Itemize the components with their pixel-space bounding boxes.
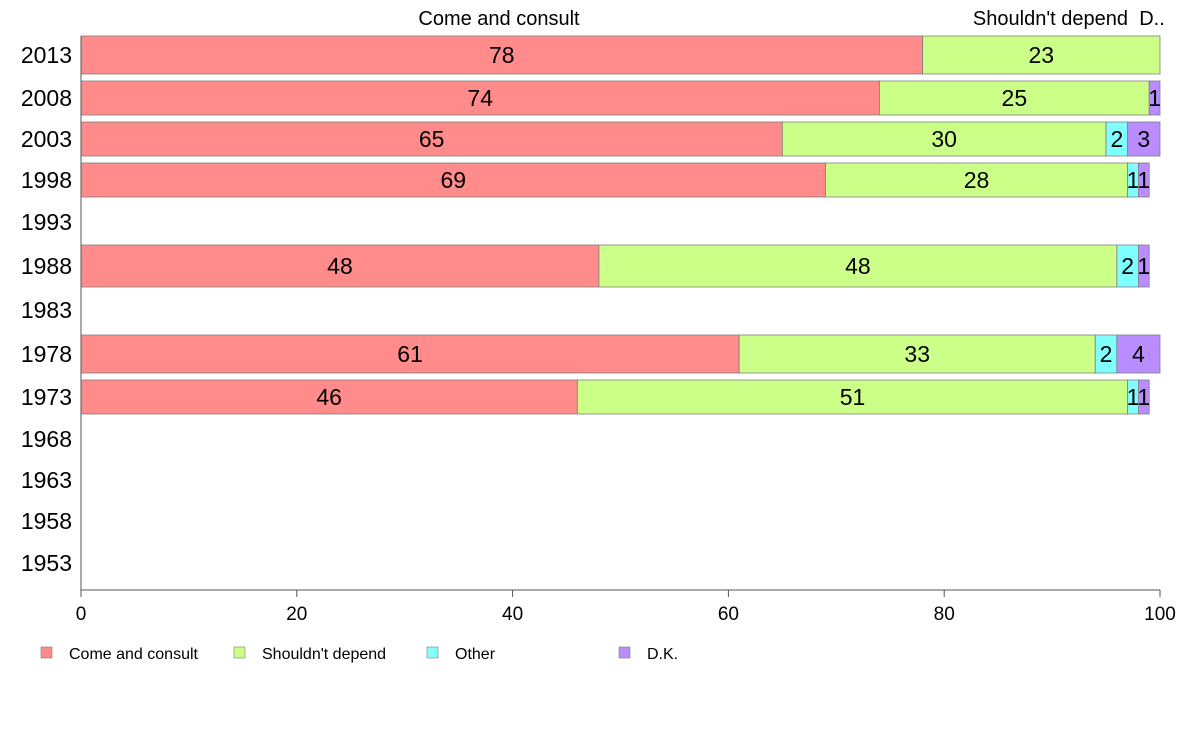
bar-segment — [80, 334, 740, 374]
bar-segment — [80, 379, 578, 415]
category-label: 1988 — [21, 253, 72, 279]
category-label: 1953 — [21, 550, 72, 576]
data-label: 61 — [397, 341, 423, 367]
bar-segment — [80, 162, 826, 198]
category-label: 1993 — [21, 209, 72, 235]
legend-label: Other — [455, 646, 496, 663]
category-label: 1978 — [21, 341, 72, 367]
data-label: 2 — [1121, 253, 1134, 279]
top-series-label: D.. — [1139, 8, 1165, 30]
data-label: 2 — [1110, 126, 1123, 152]
data-label: 48 — [327, 253, 353, 279]
bar-segment — [1116, 334, 1161, 374]
bar-segment — [781, 121, 1107, 157]
legend-label: Come and consult — [69, 646, 199, 663]
data-label: 74 — [467, 85, 493, 111]
legend-swatch — [618, 646, 631, 659]
data-label: 23 — [1029, 42, 1055, 68]
legend-swatch — [426, 646, 439, 659]
bar-segment — [879, 80, 1150, 116]
bar-segment — [922, 35, 1161, 75]
bar-segment — [80, 121, 783, 157]
bar-segment — [1138, 379, 1150, 415]
data-label: 1 — [1148, 85, 1161, 111]
bar-segment — [80, 80, 880, 116]
bar-segment — [1127, 121, 1161, 157]
data-label: 46 — [316, 384, 342, 410]
top-series-labels: Come and consult Shouldn't depend D.. — [418, 8, 1164, 30]
data-label: 1 — [1127, 167, 1140, 193]
legend-swatch — [40, 646, 53, 659]
bar-segment — [738, 334, 1096, 374]
x-axis: 0 20 40 60 80 100 — [76, 36, 1176, 625]
bar-segment — [598, 244, 1118, 288]
data-label: 1 — [1137, 253, 1150, 279]
category-label: 2013 — [21, 42, 72, 68]
data-label: 33 — [904, 341, 930, 367]
legend: Come and consult Shouldn't depend Other D.K… — [40, 646, 678, 663]
top-series-label: Shouldn't depend — [973, 8, 1128, 30]
data-label: 48 — [845, 253, 871, 279]
category-label: 2003 — [21, 126, 72, 152]
data-label: 28 — [964, 167, 990, 193]
top-series-label: Come and consult — [418, 8, 580, 30]
category-labels: 2013 2008 2003 1998 1993 1988 1983 1978 1973 1968… — [21, 42, 72, 576]
legend-label: Shouldn't depend — [262, 646, 386, 663]
bar-segment — [1138, 244, 1150, 288]
category-label: 2008 — [21, 85, 72, 111]
bar-segment — [80, 244, 600, 288]
category-label: 1973 — [21, 384, 72, 410]
category-label: 1983 — [21, 297, 72, 323]
data-label: 25 — [1002, 85, 1028, 111]
category-label: 1998 — [21, 167, 72, 193]
legend-swatch — [233, 646, 246, 659]
data-label: 65 — [419, 126, 445, 152]
bar-segment — [825, 162, 1129, 198]
data-label: 69 — [440, 167, 466, 193]
x-tick-label: 60 — [718, 604, 739, 625]
x-tick-label: 0 — [76, 604, 87, 625]
data-label: 78 — [489, 42, 515, 68]
category-label: 1963 — [21, 467, 72, 493]
x-tick-label: 20 — [286, 604, 307, 625]
data-label: 1 — [1137, 167, 1150, 193]
data-label: 3 — [1137, 126, 1150, 152]
bar-segment — [1138, 162, 1150, 198]
x-tick-label: 80 — [934, 604, 955, 625]
data-label: 30 — [931, 126, 957, 152]
data-label: 1 — [1127, 384, 1140, 410]
bar-segment — [80, 35, 924, 75]
data-label: 4 — [1132, 341, 1145, 367]
category-label: 1968 — [21, 426, 72, 452]
legend-label: D.K. — [647, 646, 678, 663]
data-label: 2 — [1100, 341, 1113, 367]
data-label: 1 — [1137, 384, 1150, 410]
data-label: 51 — [840, 384, 866, 410]
category-label: 1958 — [21, 508, 72, 534]
bar-segment — [576, 379, 1129, 415]
bar-segment — [1148, 80, 1161, 116]
x-tick-label: 100 — [1144, 604, 1176, 625]
x-tick-label: 40 — [502, 604, 523, 625]
